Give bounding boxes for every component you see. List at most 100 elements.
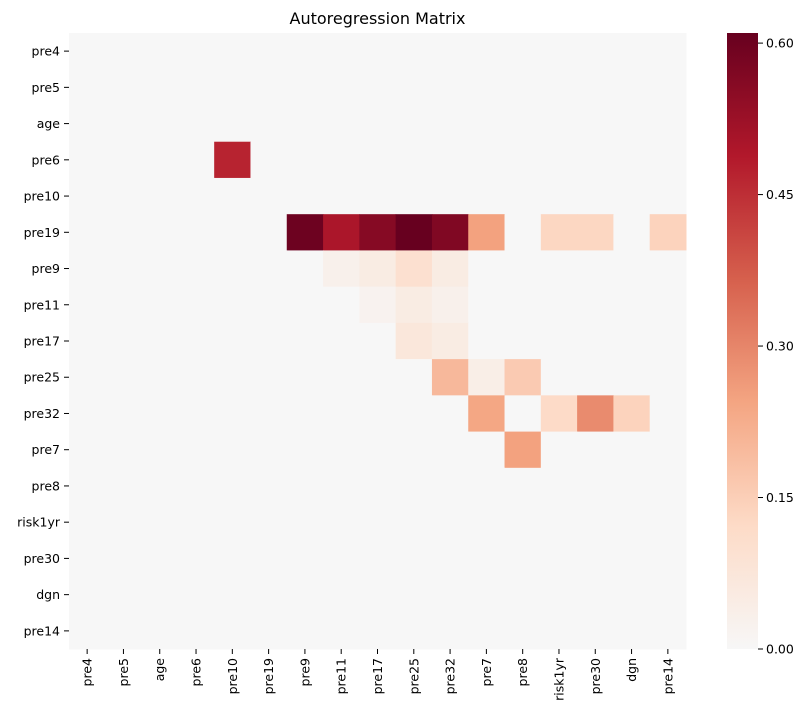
heatmap-cell (613, 33, 651, 70)
heatmap-cell (468, 105, 506, 143)
heatmap-cell (395, 612, 433, 650)
y-tick-label: pre7 (32, 442, 60, 457)
heatmap-cell (323, 467, 360, 505)
heatmap-cell (431, 359, 469, 396)
heatmap-cell (504, 359, 542, 396)
heatmap-cell (395, 576, 433, 614)
heatmap-cell (323, 286, 360, 324)
heatmap-cell (431, 69, 469, 106)
heatmap-cell (141, 576, 179, 614)
heatmap-cell (395, 286, 433, 324)
heatmap-cell (613, 177, 651, 215)
heatmap-cell (431, 177, 469, 215)
heatmap-cell (649, 504, 687, 541)
heatmap-cell (613, 540, 651, 578)
heatmap-cell (395, 359, 433, 396)
heatmap-cell (613, 286, 651, 324)
x-tick-label: pre19 (261, 658, 276, 694)
heatmap-cell (540, 322, 578, 360)
heatmap-cell (431, 504, 469, 541)
heatmap-cell (286, 141, 324, 179)
heatmap-cell (286, 69, 324, 106)
heatmap-cell (468, 177, 506, 215)
heatmap-cell (214, 141, 251, 179)
colorbar-tick-label: 0.00 (766, 642, 794, 657)
heatmap-cell (286, 576, 324, 614)
heatmap-cell (250, 612, 288, 650)
heatmap-cell (214, 540, 251, 578)
heatmap-cell (286, 359, 324, 396)
heatmap-cell (69, 395, 106, 433)
heatmap-cell (540, 105, 578, 143)
heatmap-cell (468, 286, 506, 324)
heatmap-cell (323, 576, 360, 614)
heatmap-cell (141, 105, 179, 143)
heatmap-cell (214, 576, 251, 614)
heatmap-cell (468, 33, 506, 70)
heatmap-cell (286, 105, 324, 143)
heatmap-cell (177, 576, 215, 614)
heatmap-cell (504, 431, 542, 469)
heatmap-cell (177, 250, 215, 288)
heatmap-cell (431, 214, 469, 251)
x-tick-label: pre32 (443, 658, 458, 694)
heatmap-cell (577, 141, 614, 179)
heatmap-cell (431, 395, 469, 433)
heatmap-cell (69, 540, 106, 578)
heatmap-cell (323, 33, 360, 70)
colorbar-gradient (727, 33, 758, 649)
heatmap-cell (431, 431, 469, 469)
heatmap-cell (395, 214, 433, 251)
heatmap-cell (359, 322, 397, 360)
heatmap-cell (214, 105, 251, 143)
heatmap-cell (323, 431, 360, 469)
heatmap-cell (250, 467, 288, 505)
heatmap-cell (105, 322, 143, 360)
heatmap-cell (431, 286, 469, 324)
heatmap-cell (323, 141, 360, 179)
heatmap-cell (177, 177, 215, 215)
heatmap-cell (613, 214, 651, 251)
heatmap-cell (214, 395, 251, 433)
heatmap-cell (359, 177, 397, 215)
heatmap-cell (214, 431, 251, 469)
heatmap-cell (105, 33, 143, 70)
heatmap-cell (69, 69, 106, 106)
colorbar-tick-label: 0.30 (766, 339, 794, 354)
heatmap-cell (323, 177, 360, 215)
x-tick-label: pre30 (588, 658, 603, 694)
heatmap-cell (649, 576, 687, 614)
heatmap-cell (359, 214, 397, 251)
heatmap-cell (504, 141, 542, 179)
heatmap-cell (177, 105, 215, 143)
heatmap-cell (613, 69, 651, 106)
heatmap-cell (250, 395, 288, 433)
heatmap-cell (540, 250, 578, 288)
heatmap-cell (504, 69, 542, 106)
x-tick-label: risk1yr (551, 657, 566, 701)
heatmap-cell (395, 105, 433, 143)
heatmap-cell (141, 540, 179, 578)
heatmap-cell (577, 431, 614, 469)
heatmap-cell (359, 395, 397, 433)
heatmap-cell (540, 540, 578, 578)
y-axis: pre4 pre5 age pre6 pre10 pre19 pre9 pre11 pre17 p… (17, 44, 69, 638)
heatmap-cell (540, 359, 578, 396)
heatmap-cell (214, 359, 251, 396)
heatmap-cell (69, 286, 106, 324)
heatmap-cell (141, 504, 179, 541)
chart-title: Autoregression Matrix (290, 9, 466, 28)
heatmap-cell (577, 286, 614, 324)
heatmap-cell (286, 540, 324, 578)
heatmap-cell (250, 431, 288, 469)
heatmap-cell (577, 504, 614, 541)
heatmap-cell (69, 431, 106, 469)
y-tick-label: risk1yr (17, 515, 61, 530)
heatmap-cell (468, 69, 506, 106)
heatmap-cell (540, 141, 578, 179)
heatmap-cell (250, 33, 288, 70)
heatmap-cell (69, 177, 106, 215)
x-tick-label: pre14 (660, 658, 675, 694)
heatmap-cell (250, 576, 288, 614)
heatmap-cell (649, 359, 687, 396)
